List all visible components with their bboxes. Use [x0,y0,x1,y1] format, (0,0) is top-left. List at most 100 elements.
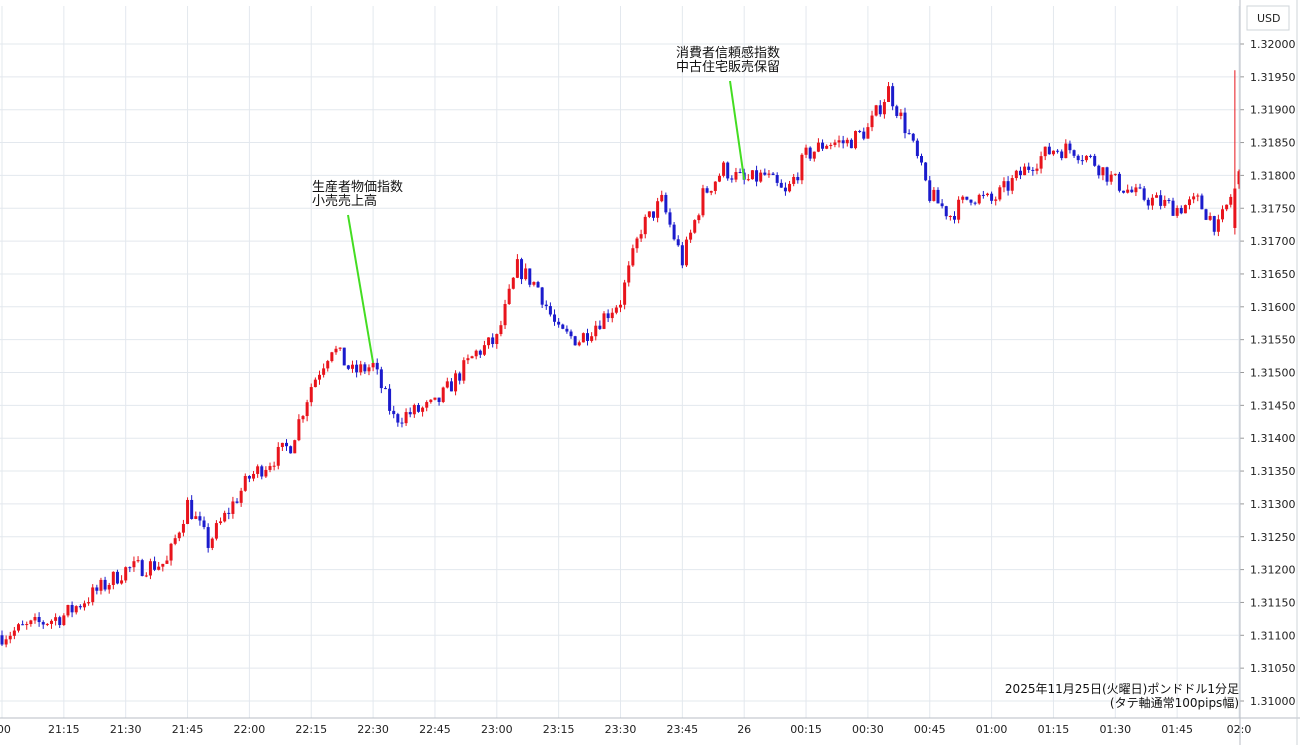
candle-body [862,131,866,139]
candle-body [1216,219,1220,232]
candle-body [74,606,78,613]
candle-body [375,362,379,370]
x-tick-label: 00:15 [790,723,822,736]
candle-body [433,397,437,400]
candle-body [1064,143,1068,159]
y-tick-label: 1.31050 [1250,662,1296,675]
candle-body [1175,207,1179,216]
candle-body [1043,146,1047,157]
candle-body [837,140,841,143]
candle-body [573,336,577,346]
candle-body [1167,199,1171,201]
candle-body [1237,171,1241,185]
candle-body [981,194,985,196]
candle-body [223,512,227,522]
candle-body [1142,188,1146,200]
candle-body [532,282,536,285]
candle-body [775,174,779,183]
candle-body [623,282,627,305]
candle-body [887,86,891,102]
candle-body [891,86,895,107]
candle-body [161,563,165,567]
candle-body [684,239,688,266]
candle-body [664,194,668,213]
candle-body [367,367,371,372]
candle-body [619,304,622,308]
y-tick-label: 1.31950 [1250,71,1296,84]
annotation-pointer [347,214,375,364]
candle-body [1117,173,1121,191]
candle-body [1163,199,1167,206]
candle-body [383,388,387,390]
candle-body [153,561,157,570]
candle-body [507,288,511,305]
candle-body [16,624,20,631]
candle-body [449,381,453,392]
candle-body [190,499,194,519]
candle-body [701,188,705,216]
candle-body [326,361,330,369]
candle-body [783,187,787,192]
candle-body [491,337,495,344]
candle-body [429,399,433,403]
candle-body [441,387,445,402]
candle-body [920,156,924,163]
x-tick-label: 01:15 [1038,723,1070,736]
y-tick-label: 1.31650 [1250,268,1296,281]
candle-body [1014,170,1018,179]
candle-body [21,624,25,626]
candle-body [693,220,697,233]
candle-body [29,620,33,625]
candle-body [998,187,1002,200]
candle-body [511,277,515,289]
y-tick-label: 1.31300 [1250,498,1296,511]
candle-body [1002,181,1006,188]
candle-body [660,194,664,202]
candle-body [1035,168,1039,171]
candle-body [363,364,367,372]
candle-body [656,201,660,218]
candle-body [520,259,524,280]
candle-body [730,178,734,180]
candle-body [569,331,573,337]
candle-body [495,334,499,344]
candle-body [107,584,111,590]
x-tick-label: 23:45 [666,723,698,736]
y-tick-label: 1.31550 [1250,334,1296,347]
candle-body [478,350,482,355]
candle-body [734,172,738,180]
candle-body [540,287,544,305]
candle-body [985,193,989,196]
candle-body [528,268,532,285]
candle-body [1212,216,1216,232]
y-tick-label: 1.31000 [1250,695,1296,708]
candle-body [689,232,693,240]
candle-body [1150,197,1154,206]
candle-body [99,579,103,591]
chart-caption: 2025年11月25日(火曜日)ポンドドル1分足 [1005,682,1239,696]
candle-body [219,521,223,524]
candle-body [854,131,858,149]
x-tick-label: 01:45 [1161,723,1193,736]
candle-body [425,402,429,408]
currency-box [1246,5,1290,31]
candle-body [78,606,82,608]
candle-body [1188,199,1192,206]
candle-body [272,465,276,467]
candle-body [408,412,412,415]
candle-body [144,575,148,577]
candle-body [635,238,639,249]
candle-body [643,216,647,235]
candle-body [1076,155,1080,161]
candle-body [309,387,313,403]
candle-body [54,617,58,621]
candle-body [0,635,4,645]
candle-body [973,202,977,204]
candle-body [1047,146,1051,155]
candle-body [746,179,750,181]
candle-body [305,402,309,417]
candle-body [1072,150,1076,156]
candle-body [120,580,124,584]
candle-body [330,352,334,362]
